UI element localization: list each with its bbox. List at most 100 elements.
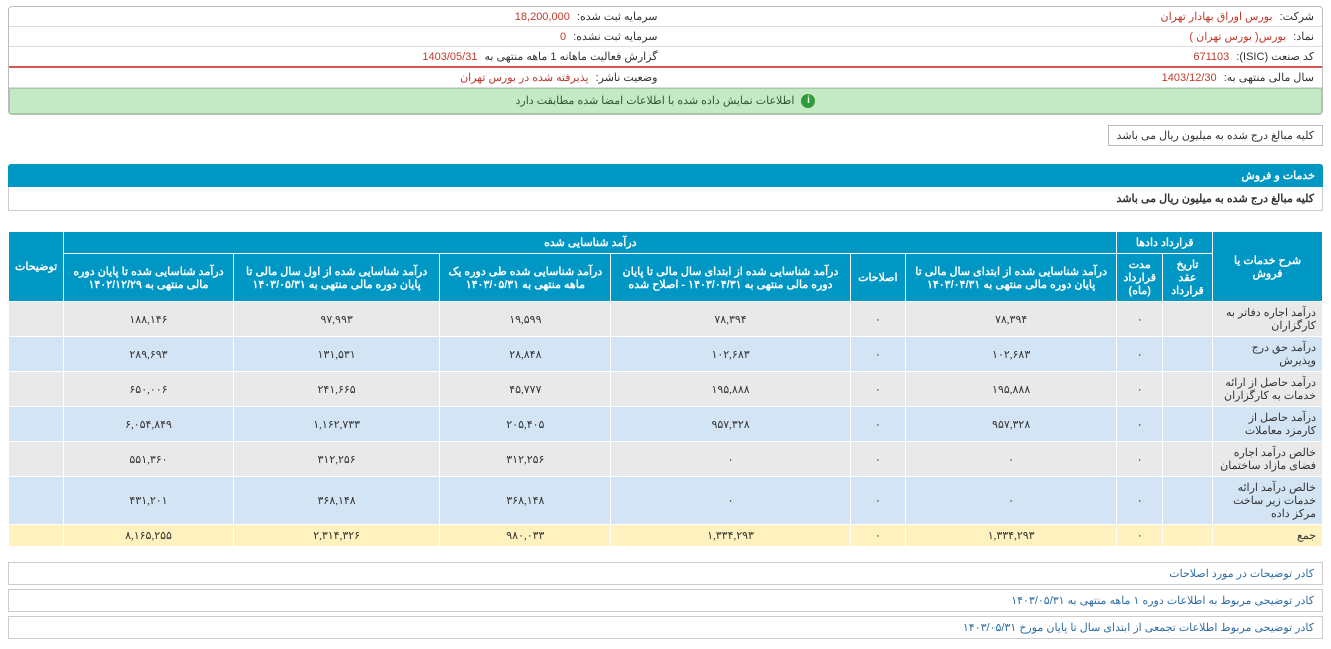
symbol-label: نماد:: [1293, 31, 1314, 43]
th-contract-group: قرارداد دادها: [1117, 232, 1213, 254]
cell-c2: ۰: [850, 525, 905, 547]
company-value: بورس اوراق بهادار تهران: [1161, 11, 1273, 23]
cell-c2: ۰: [850, 407, 905, 442]
services-table: شرح خدمات یا فروش قرارداد دادها درآمد شن…: [8, 231, 1323, 547]
cell-c6: ۱۸۸,۱۴۶: [64, 302, 234, 337]
cell-contract-dur: ۰: [1117, 302, 1163, 337]
report-value: 1403/05/31: [422, 51, 477, 63]
cell-c6: ۴۳۱,۲۰۱: [64, 477, 234, 525]
cell-c6: ۶۵۰,۰۰۶: [64, 372, 234, 407]
cell-desc: خالص درآمد ارائه خدمات زیر ساخت مرکز داد…: [1213, 477, 1323, 525]
fy-label: سال مالی منتهی به:: [1224, 72, 1314, 84]
cell-c5: ۱۳۱,۵۳۱: [233, 337, 440, 372]
th-contract-date: تاریخ عقد قرارداد: [1163, 254, 1213, 302]
table-row: خالص درآمد اجاره فضای مازاد ساختمان ۰ ۰ …: [9, 442, 1323, 477]
cell-c4: ۲۸,۸۴۸: [440, 337, 611, 372]
footer-notes: کادر توضیحات در مورد اصلاحاتکادر توضیحی …: [8, 562, 1323, 639]
cell-contract-date: [1163, 525, 1213, 547]
th-contract-dur: مدت قرارداد (ماه): [1117, 254, 1163, 302]
cell-c4: ۴۵,۷۷۷: [440, 372, 611, 407]
symbol-value: بورس( بورس تهران ): [1189, 31, 1286, 43]
services-table-head: شرح خدمات یا فروش قرارداد دادها درآمد شن…: [9, 232, 1323, 302]
cell-c6: ۶,۰۵۴,۸۴۹: [64, 407, 234, 442]
th-c2: اصلاحات: [850, 254, 905, 302]
cell-c3: ۱۰۲,۶۸۳: [611, 337, 851, 372]
cell-c6: ۵۵۱,۳۶۰: [64, 442, 234, 477]
cell-notes: [9, 337, 64, 372]
cell-c6: ۸,۱۶۵,۲۵۵: [64, 525, 234, 547]
cell-c6: ۲۸۹,۶۹۳: [64, 337, 234, 372]
company-info-table: شرکت: بورس اوراق بهادار تهران سرمایه ثبت…: [9, 7, 1322, 114]
th-c1: درآمد شناسایی شده از ابتدای سال مالی تا …: [905, 254, 1117, 302]
cell-c5: ۲,۳۱۴,۳۲۶: [233, 525, 440, 547]
footer-note: کادر توضیحی مربوط اطلاعات تجمعی از ابتدا…: [8, 616, 1323, 639]
isic-value: 671103: [1193, 51, 1229, 63]
status-value: پذیرفته شده در بورس تهران: [460, 72, 588, 84]
table-row: درآمد حاصل از کارمزد معاملات ۰ ۹۵۷,۳۲۸ ۰…: [9, 407, 1323, 442]
report-label: گزارش فعالیت ماهانه 1 ماهه منتهی به: [485, 51, 658, 63]
cell-c1: ۰: [905, 477, 1117, 525]
cell-notes: [9, 407, 64, 442]
capital-reg-label: سرمایه ثبت شده:: [577, 11, 658, 23]
section-subtitle: کلیه مبالغ درج شده به میلیون ریال می باش…: [8, 187, 1323, 211]
table-row: درآمد حق درج وپذیرش ۰ ۱۰۲,۶۸۳ ۰ ۱۰۲,۶۸۳ …: [9, 337, 1323, 372]
table-row: درآمد اجاره دفاتر به کارگزاران ۰ ۷۸,۳۹۴ …: [9, 302, 1323, 337]
cell-notes: [9, 442, 64, 477]
cell-c1: ۱۹۵,۸۸۸: [905, 372, 1117, 407]
cell-c2: ۰: [850, 442, 905, 477]
th-recognized-group: درآمد شناسایی شده: [64, 232, 1117, 254]
cell-contract-date: [1163, 407, 1213, 442]
status-label: وضعیت ناشر:: [596, 72, 658, 84]
cell-c5: ۳۱۲,۲۵۶: [233, 442, 440, 477]
cell-c3: ۱,۳۳۴,۲۹۳: [611, 525, 851, 547]
cell-c4: ۹۸۰,۰۳۳: [440, 525, 611, 547]
cell-contract-date: [1163, 372, 1213, 407]
cell-contract-dur: ۰: [1117, 337, 1163, 372]
company-info-box: شرکت: بورس اوراق بهادار تهران سرمایه ثبت…: [8, 6, 1323, 115]
cell-desc: درآمد حاصل از ارائه خدمات به کارگزاران: [1213, 372, 1323, 407]
services-table-body: درآمد اجاره دفاتر به کارگزاران ۰ ۷۸,۳۹۴ …: [9, 302, 1323, 547]
cell-c3: ۰: [611, 477, 851, 525]
table-row: خالص درآمد ارائه خدمات زیر ساخت مرکز داد…: [9, 477, 1323, 525]
cell-desc: خالص درآمد اجاره فضای مازاد ساختمان: [1213, 442, 1323, 477]
cell-contract-date: [1163, 477, 1213, 525]
cell-contract-dur: ۰: [1117, 407, 1163, 442]
cell-c5: ۹۷,۹۹۳: [233, 302, 440, 337]
isic-label: کد صنعت (ISIC):: [1236, 51, 1314, 63]
capital-unreg-value: 0: [560, 31, 566, 43]
th-c3: درآمد شناسایی شده از ابتدای سال مالی تا …: [611, 254, 851, 302]
match-banner: i اطلاعات نمایش داده شده با اطلاعات امضا…: [9, 88, 1322, 114]
cell-contract-dur: ۰: [1117, 372, 1163, 407]
cell-c4: ۱۹,۵۹۹: [440, 302, 611, 337]
cell-c2: ۰: [850, 302, 905, 337]
section-title: خدمات و فروش: [8, 164, 1323, 187]
cell-contract-date: [1163, 337, 1213, 372]
cell-desc: درآمد اجاره دفاتر به کارگزاران: [1213, 302, 1323, 337]
cell-notes: [9, 372, 64, 407]
cell-c1: ۱,۳۳۴,۲۹۳: [905, 525, 1117, 547]
cell-c4: ۳۱۲,۲۵۶: [440, 442, 611, 477]
cell-desc: درآمد حاصل از کارمزد معاملات: [1213, 407, 1323, 442]
th-c4: درآمد شناسایی شده طی دوره یک ماهه منتهی …: [440, 254, 611, 302]
cell-c2: ۰: [850, 337, 905, 372]
th-notes: توضیحات: [9, 232, 64, 302]
cell-c3: ۰: [611, 442, 851, 477]
capital-unreg-label: سرمایه ثبت نشده:: [573, 31, 657, 43]
cell-desc: جمع: [1213, 525, 1323, 547]
cell-contract-date: [1163, 442, 1213, 477]
cell-c2: ۰: [850, 372, 905, 407]
table-row: درآمد حاصل از ارائه خدمات به کارگزاران ۰…: [9, 372, 1323, 407]
cell-c3: ۷۸,۳۹۴: [611, 302, 851, 337]
company-label: شرکت:: [1280, 11, 1314, 23]
cell-c4: ۲۰۵,۴۰۵: [440, 407, 611, 442]
cell-contract-dur: ۰: [1117, 525, 1163, 547]
cell-c1: ۷۸,۳۹۴: [905, 302, 1117, 337]
th-c6: درآمد شناسایی شده تا پایان دوره مالی منت…: [64, 254, 234, 302]
cell-c5: ۱,۱۶۲,۷۳۳: [233, 407, 440, 442]
th-c5: درآمد شناسایی شده از اول سال مالی تا پای…: [233, 254, 440, 302]
fy-value: 1403/12/30: [1162, 72, 1217, 84]
cell-notes: [9, 525, 64, 547]
cell-contract-dur: ۰: [1117, 442, 1163, 477]
cell-desc: درآمد حق درج وپذیرش: [1213, 337, 1323, 372]
cell-c1: ۹۵۷,۳۲۸: [905, 407, 1117, 442]
